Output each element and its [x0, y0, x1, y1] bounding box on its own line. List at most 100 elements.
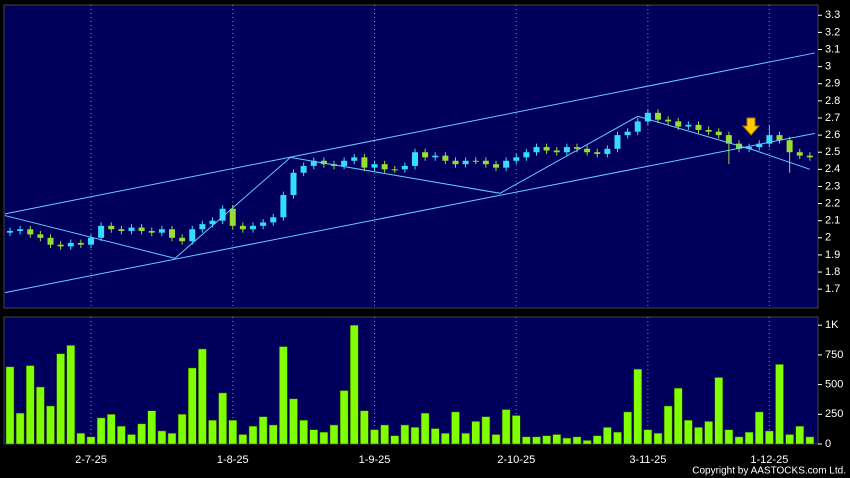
copyright: Copyright by AASTOCKS.com Ltd. — [692, 466, 846, 477]
volume-bar — [420, 412, 430, 445]
candle-body — [199, 224, 206, 230]
volume-bar — [694, 427, 703, 445]
candle-body — [655, 112, 661, 120]
y-tick-label: 2.4 — [825, 163, 840, 175]
volume-bar — [329, 424, 339, 445]
y-tick-label: 2 — [825, 232, 831, 244]
candle-body — [300, 165, 307, 173]
candle-body — [553, 150, 560, 153]
candle-body — [381, 164, 388, 170]
candle-body — [77, 242, 84, 245]
volume-bar — [127, 434, 136, 445]
volume-bar — [157, 430, 167, 445]
volume-bar — [501, 409, 511, 445]
volume-bar — [795, 425, 804, 445]
volume-bar — [350, 324, 359, 445]
volume-bar — [208, 419, 217, 445]
candle-body — [148, 230, 155, 233]
candle-body — [88, 237, 94, 245]
candle-body — [705, 129, 712, 132]
candle-body — [442, 155, 449, 161]
candle-body — [47, 237, 54, 245]
volume-bar — [15, 412, 25, 445]
volume-bar — [613, 431, 622, 445]
y-tick-label: 1.8 — [825, 266, 840, 278]
volume-bar — [653, 433, 663, 445]
candle-body — [543, 147, 550, 151]
volume-bar — [218, 392, 227, 445]
volume-bar — [562, 437, 572, 445]
volume-bar — [734, 436, 744, 445]
candle-body — [280, 195, 287, 218]
price-panel — [3, 4, 819, 309]
candle-body — [695, 124, 702, 130]
volume-bar — [684, 419, 693, 445]
volume-bar — [744, 431, 754, 445]
y-tick-label: 2.7 — [825, 112, 840, 124]
y-tick-label: 0 — [825, 438, 831, 450]
candle-body — [513, 157, 520, 161]
y-tick-label: 3.1 — [825, 43, 840, 55]
volume-bar — [147, 410, 156, 445]
candle-body — [179, 237, 186, 242]
volume-bar — [663, 405, 673, 445]
volume-bar — [704, 421, 713, 445]
candle-body — [229, 208, 236, 226]
candle-body — [401, 165, 408, 170]
candle-body — [624, 131, 631, 136]
candle-body — [67, 242, 74, 247]
volume-bar — [755, 411, 764, 445]
candle-body — [604, 148, 611, 154]
candle-body — [158, 229, 165, 233]
volume-bar — [633, 368, 642, 445]
candle-body — [189, 229, 196, 242]
candle-body — [472, 160, 479, 162]
candle-body — [270, 217, 277, 223]
candle-body — [391, 169, 398, 171]
candle-body — [320, 160, 327, 165]
candle-body — [239, 225, 246, 230]
candle-body — [746, 147, 753, 149]
candle-body — [432, 155, 439, 158]
candle-body — [310, 160, 317, 166]
volume-bar — [400, 424, 410, 445]
volume-bar — [36, 386, 45, 445]
volume-bar — [248, 425, 258, 445]
candle-body — [796, 152, 803, 156]
volume-bar — [370, 429, 379, 445]
y-tick-label: 2.3 — [825, 180, 840, 192]
volume-bar — [785, 434, 794, 445]
volume-bar — [279, 346, 288, 445]
volume-bar — [714, 377, 723, 445]
y-tick-label: 2.8 — [825, 95, 840, 107]
volume-bar — [177, 414, 187, 445]
volume-bar — [765, 430, 774, 445]
volume-bar — [76, 433, 86, 445]
x-tick-label: 1-8-25 — [217, 454, 249, 466]
candle-body — [412, 152, 418, 166]
y-tick-label: 2.2 — [825, 197, 840, 209]
candle-body — [644, 112, 651, 122]
volume-bar — [512, 415, 521, 445]
volume-bar — [137, 423, 146, 445]
y-tick-label: 2.5 — [825, 146, 840, 158]
volume-bar — [380, 424, 389, 445]
candle-body — [7, 230, 13, 233]
candle-body — [614, 135, 621, 149]
y-tick-label: 2.9 — [825, 78, 840, 90]
x-tick-label: 1-9-25 — [359, 454, 391, 466]
candle-body — [665, 119, 672, 122]
arrow-marker — [741, 117, 761, 136]
volume-bar — [724, 429, 734, 445]
volume-bar — [471, 421, 480, 445]
volume-bar — [5, 366, 15, 445]
volume-bar — [593, 435, 602, 445]
candle-body — [715, 131, 722, 136]
candle-body — [584, 148, 591, 153]
candle-body — [169, 229, 175, 238]
volume-bar — [167, 433, 177, 445]
volume-bar — [431, 428, 440, 445]
candle-body — [776, 135, 783, 141]
y-tick-label: 250 — [825, 408, 843, 420]
